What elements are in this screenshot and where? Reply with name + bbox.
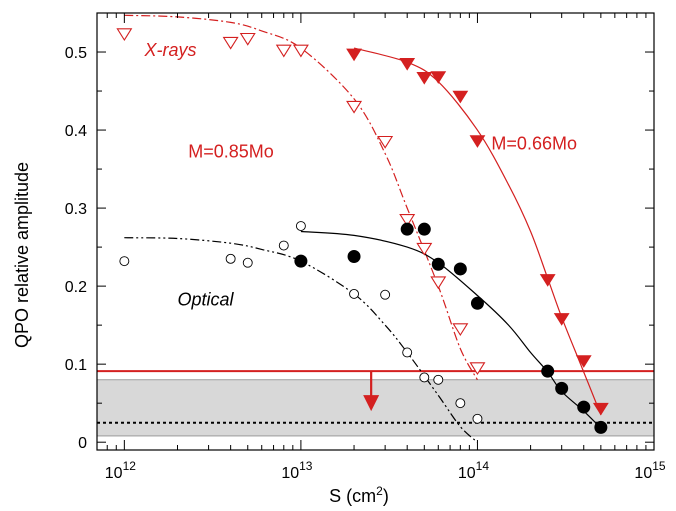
y-tick-label-0: 0 — [78, 435, 87, 452]
fit-curves-layer — [124, 14, 602, 443]
x-tick-label-0: 1012 — [105, 459, 136, 482]
point-circle-open-8 — [419, 372, 430, 383]
point-circle-open-1 — [225, 253, 236, 264]
point-triangle-down-filled-4 — [452, 90, 469, 104]
point-triangle-down-open-7 — [399, 213, 416, 227]
fit-curve-3 — [300, 230, 602, 429]
detection-limit-band — [96, 379, 655, 437]
point-circle-open-7 — [402, 347, 413, 358]
point-triangle-down-filled-1 — [399, 57, 416, 71]
fit-curve-0 — [124, 14, 478, 381]
y-axis-label: QPO relative amplitude — [12, 162, 32, 348]
point-circle-open-6 — [380, 289, 391, 300]
data-points-layer — [116, 28, 609, 434]
point-triangle-down-filled-8 — [575, 355, 592, 368]
y-tick-label-3: 0.3 — [65, 201, 87, 218]
point-circle-filled-0 — [294, 254, 308, 268]
fit-curve-1 — [353, 47, 602, 416]
point-circle-filled-7 — [541, 364, 555, 378]
point-triangle-down-open-2 — [239, 32, 256, 46]
point-triangle-down-open-6 — [377, 135, 394, 149]
y-tick-label-1: 0.1 — [65, 357, 87, 374]
point-triangle-down-open-5 — [346, 100, 363, 114]
point-triangle-down-filled-2 — [416, 72, 433, 85]
point-triangle-down-filled-0 — [346, 48, 362, 62]
annotation-1: M=0.85Mo — [188, 141, 274, 161]
point-circle-open-11 — [472, 413, 483, 424]
reference-lines-layer — [97, 370, 654, 424]
point-circle-open-2 — [242, 257, 253, 268]
y-tick-label-4: 0.4 — [65, 123, 87, 140]
point-triangle-down-filled-3 — [430, 71, 447, 84]
upper-limit-arrow-head — [363, 395, 380, 412]
point-circle-filled-6 — [470, 296, 484, 310]
point-triangle-down-open-1 — [222, 36, 239, 50]
point-triangle-down-open-3 — [275, 44, 292, 58]
point-circle-filled-5 — [453, 262, 467, 276]
point-triangle-down-open-4 — [292, 44, 309, 58]
plot-area-frame — [96, 12, 655, 451]
point-triangle-down-filled-9 — [592, 402, 609, 416]
point-triangle-down-filled-6 — [539, 274, 556, 287]
shaded-band-layer — [96, 379, 655, 437]
point-circle-open-9 — [433, 374, 444, 385]
annotation-0: X-rays — [143, 40, 196, 60]
fit-curve-2 — [124, 237, 478, 443]
point-circle-open-0 — [119, 256, 130, 267]
point-circle-filled-1 — [347, 249, 361, 263]
x-axis-label-sup: 2 — [376, 484, 383, 498]
point-triangle-down-open-11 — [469, 362, 486, 376]
ticks-layer: 0 0.1 0.2 0.3 0.4 0.5 1012 1013 1014 1015 — [65, 12, 666, 482]
point-circle-open-5 — [349, 288, 359, 299]
point-triangle-down-open-10 — [452, 323, 469, 337]
annotations-layer: X-rays M=0.85Mo M=0.66Mo Optical — [143, 40, 577, 310]
point-circle-filled-4 — [431, 257, 445, 271]
point-triangle-down-open-8 — [416, 242, 433, 256]
x-tick-label-2: 1014 — [458, 459, 489, 482]
point-circle-open-4 — [295, 221, 306, 231]
y-tick-label-5: 0.5 — [65, 45, 87, 62]
x-axis-label: S (cm2) — [329, 484, 389, 506]
point-circle-filled-10 — [594, 420, 608, 434]
point-circle-filled-3 — [417, 222, 431, 236]
point-circle-filled-2 — [400, 222, 414, 236]
point-circle-filled-9 — [577, 400, 591, 414]
annotation-3: Optical — [177, 290, 234, 310]
point-circle-filled-8 — [555, 381, 569, 395]
x-tick-label-3: 1015 — [634, 459, 665, 482]
annotation-2: M=0.66Mo — [491, 134, 577, 154]
point-circle-open-10 — [455, 398, 466, 409]
point-triangle-down-open-9 — [430, 276, 447, 290]
x-tick-label-1: 1013 — [281, 459, 312, 482]
point-triangle-down-filled-7 — [553, 313, 570, 326]
point-circle-open-3 — [278, 240, 289, 251]
point-triangle-down-open-0 — [116, 28, 133, 42]
y-tick-label-2: 0.2 — [65, 279, 87, 296]
point-triangle-down-filled-5 — [469, 135, 486, 148]
